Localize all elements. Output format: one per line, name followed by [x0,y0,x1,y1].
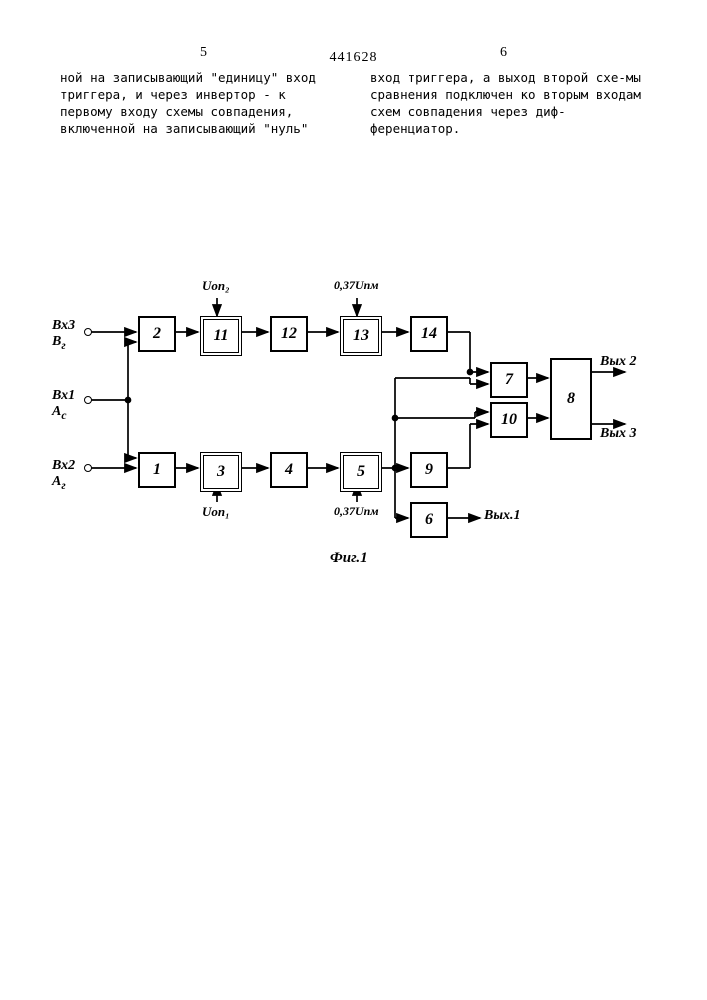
text-left-col: ной на записывающий "единицу" вход тригг… [60,70,340,138]
terminal-in1 [84,396,92,404]
page-num-left: 5 [200,45,207,61]
block-14: 14 [410,316,448,352]
doc-id: 441628 [330,50,378,66]
lbl-out2: Вых 2 [600,354,637,370]
block-3: 3 [200,452,242,492]
block-4: 4 [270,452,308,488]
block-10: 10 [490,402,528,438]
lbl-037-1: 0,37Uпм [334,504,379,519]
block-13: 13 [340,316,382,356]
block-11: 11 [200,316,242,356]
terminal-in2 [84,464,92,472]
terminal-in3 [84,328,92,336]
block-2: 2 [138,316,176,352]
lbl-037-2: 0,37Uпм [334,278,379,293]
block-6: 6 [410,502,448,538]
block-1: 1 [138,452,176,488]
block-9: 9 [410,452,448,488]
block-5: 5 [340,452,382,492]
lbl-uop1: Uоп₁ [202,504,230,520]
block-8: 8 [550,358,592,440]
lbl-in1: Вх1 Ас [52,388,75,422]
lbl-in3: Вх3 Вг [52,318,75,352]
block-7: 7 [490,362,528,398]
page-num-right: 6 [500,45,507,61]
fig-caption: Фиг.1 [330,550,368,567]
lbl-in2: Вх2 Аг [52,458,75,492]
text-right-col: вход триггера, а выход второй схе-мы сра… [370,70,650,138]
lbl-out1: Вых.1 [484,508,521,524]
block-diagram: Вх3 Вг Вх1 Ас Вх2 Аг 2 11 12 13 14 1 3 4… [70,260,640,590]
lbl-out3: Вых 3 [600,426,637,442]
block-12: 12 [270,316,308,352]
lbl-uop2: Uоп₂ [202,278,230,294]
